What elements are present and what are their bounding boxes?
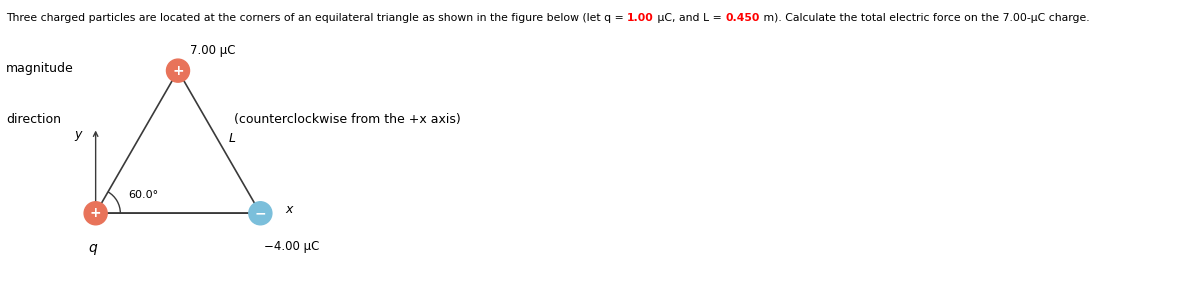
Text: y: y bbox=[74, 128, 82, 141]
Text: L: L bbox=[229, 132, 236, 145]
Text: m). Calculate the total electric force on the 7.00-μC charge.: m). Calculate the total electric force o… bbox=[760, 13, 1090, 23]
Text: 1.00: 1.00 bbox=[628, 13, 654, 23]
Text: (counterclockwise from the +x axis): (counterclockwise from the +x axis) bbox=[234, 113, 461, 126]
Text: direction: direction bbox=[6, 113, 61, 126]
Text: μC, and L =: μC, and L = bbox=[654, 13, 725, 23]
Text: x: x bbox=[286, 203, 293, 216]
Text: 60.0°: 60.0° bbox=[128, 190, 158, 200]
Text: magnitude: magnitude bbox=[6, 62, 73, 75]
Text: q: q bbox=[88, 241, 97, 255]
Text: +: + bbox=[172, 64, 184, 78]
Circle shape bbox=[84, 202, 107, 225]
Circle shape bbox=[167, 59, 190, 82]
Text: 7.00 μC: 7.00 μC bbox=[190, 44, 235, 57]
Circle shape bbox=[248, 202, 272, 225]
Text: −: − bbox=[254, 206, 266, 220]
Text: +: + bbox=[90, 206, 102, 220]
Text: Three charged particles are located at the corners of an equilateral triangle as: Three charged particles are located at t… bbox=[6, 13, 628, 23]
Text: 0.450: 0.450 bbox=[725, 13, 760, 23]
Text: −4.00 μC: −4.00 μC bbox=[264, 240, 319, 253]
